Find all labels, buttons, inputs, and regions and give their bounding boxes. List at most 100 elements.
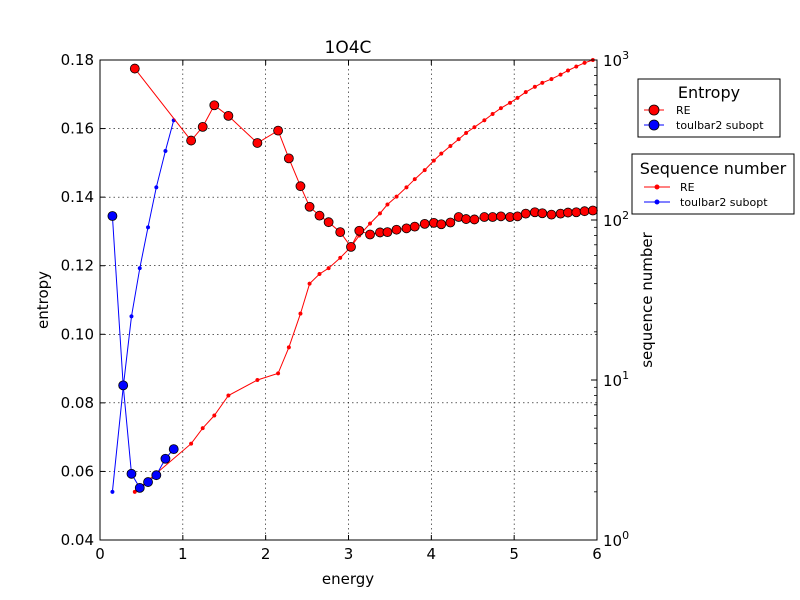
data-point-re-right bbox=[490, 111, 495, 117]
data-point-re-right bbox=[565, 68, 571, 73]
data-point-re-left bbox=[335, 227, 346, 238]
data-point-re-left bbox=[129, 63, 140, 74]
data-point-re-right bbox=[385, 202, 390, 207]
x-axis-label: energy bbox=[322, 570, 374, 588]
x-tick-label: 5 bbox=[509, 545, 519, 563]
data-point-re-left bbox=[283, 153, 294, 164]
data-point-re-right bbox=[298, 311, 303, 316]
y2-axis-ticks: 100 101 102 103 bbox=[591, 49, 629, 550]
data-point-re-right bbox=[200, 426, 205, 431]
data-point-re-right bbox=[326, 266, 331, 271]
legend-sequence-box bbox=[631, 153, 795, 215]
data-point-re-left bbox=[571, 207, 582, 218]
data-point-re-left bbox=[304, 201, 315, 212]
y-tick-label: 0.08 bbox=[61, 394, 94, 412]
data-point-re-left bbox=[365, 229, 375, 240]
data-point-re-left bbox=[401, 223, 412, 234]
data-point-re-right bbox=[307, 281, 312, 286]
data-point-re-right bbox=[404, 185, 409, 190]
data-point-re-right bbox=[456, 137, 461, 142]
data-point-re-left bbox=[197, 121, 208, 132]
x-tick-label: 1 bbox=[178, 545, 188, 563]
y2-tick-label: 101 bbox=[603, 369, 629, 390]
y2-tick-label: 102 bbox=[603, 209, 629, 230]
grid-lines bbox=[100, 60, 597, 540]
data-point-re-right bbox=[286, 345, 291, 350]
data-point-re-left bbox=[323, 217, 334, 228]
data-point-re-left bbox=[314, 210, 325, 221]
y-tick-label: 0.06 bbox=[61, 462, 94, 480]
data-point-re-left bbox=[496, 211, 506, 222]
data-point-re-right bbox=[515, 95, 520, 100]
data-point-re-right bbox=[540, 80, 545, 85]
x-tick-label: 6 bbox=[592, 545, 602, 563]
series-line-re-left bbox=[134, 68, 593, 248]
data-point-re-right bbox=[439, 151, 444, 156]
data-point-re-right bbox=[448, 143, 453, 149]
data-point-toulbar2-subopt-right bbox=[154, 185, 159, 190]
data-point-re-right bbox=[574, 64, 579, 69]
legend-entropy-toulbar-label: toulbar2 subopt bbox=[676, 119, 764, 132]
y-tick-label: 0.14 bbox=[61, 188, 94, 206]
data-point-re-right bbox=[367, 221, 373, 226]
data-point-re-left bbox=[579, 206, 590, 217]
data-point-toulbar2-subopt-right bbox=[110, 489, 115, 494]
data-point-re-left bbox=[587, 205, 598, 216]
y-tick-label: 0.10 bbox=[61, 325, 94, 343]
y2-axis-label: sequence number bbox=[638, 231, 656, 367]
data-point-toulbar2-subopt-left bbox=[126, 468, 137, 479]
y-axis-ticks: 0.04 0.06 0.08 0.10 0.12 0.14 0.16 0.18 bbox=[61, 51, 105, 549]
legend-sequence-title: Sequence number bbox=[640, 159, 787, 178]
chart-title: 1O4C bbox=[325, 38, 372, 58]
legend-sequence-re-marker bbox=[654, 184, 660, 190]
y-tick-label: 0.04 bbox=[61, 531, 94, 549]
data-point-re-left bbox=[520, 208, 531, 219]
y2-tick-label: 103 bbox=[603, 49, 629, 70]
legend-entropy-box bbox=[637, 78, 781, 138]
legend-entropy-toulbar-marker bbox=[648, 119, 660, 131]
x-tick-label: 2 bbox=[261, 545, 271, 563]
data-point-re-right bbox=[523, 90, 528, 95]
data-point-re-left bbox=[487, 212, 498, 222]
y-axis-label: entropy bbox=[34, 271, 52, 329]
legend-entropy-re-marker bbox=[648, 104, 660, 116]
x-axis-ticks: 0 1 2 3 4 5 6 bbox=[95, 60, 602, 563]
legend-sequence-re-label: RE bbox=[680, 181, 695, 194]
data-point-re-right bbox=[472, 125, 477, 130]
data-point-re-left bbox=[546, 209, 557, 220]
data-point-toulbar2-subopt-left bbox=[151, 470, 162, 481]
data-point-toulbar2-subopt-right bbox=[129, 314, 134, 319]
data-point-re-right bbox=[549, 77, 554, 82]
data-point-re-left bbox=[186, 135, 197, 146]
data-point-re-left bbox=[445, 217, 456, 228]
data-point-re-right bbox=[498, 106, 503, 111]
data-point-re-left bbox=[354, 225, 365, 236]
data-point-re-right bbox=[558, 72, 563, 77]
legend-sequence: Sequence number RE toulbar2 subopt bbox=[631, 153, 795, 215]
data-point-re-left bbox=[252, 138, 263, 148]
data-point-re-right bbox=[582, 60, 587, 65]
x-tick-label: 0 bbox=[95, 545, 105, 563]
data-point-re-left bbox=[436, 219, 447, 230]
x-tick-label: 3 bbox=[344, 545, 354, 563]
data-point-re-left bbox=[209, 100, 220, 111]
data-point-re-left bbox=[409, 221, 420, 232]
data-point-re-left bbox=[382, 227, 393, 238]
data-point-re-left bbox=[419, 218, 430, 229]
legend-sequence-toulbar-marker bbox=[654, 199, 660, 205]
data-point-toulbar2-subopt-left bbox=[107, 211, 118, 221]
data-point-re-right bbox=[507, 100, 513, 105]
legend-entropy-title: Entropy bbox=[678, 83, 740, 102]
data-point-toulbar2-subopt-left bbox=[168, 444, 179, 455]
data-point-toulbar2-subopt-left bbox=[134, 482, 145, 493]
data-point-re-right bbox=[212, 413, 217, 418]
data-point-re-right bbox=[532, 84, 537, 89]
legend-sequence-toulbar-label: toulbar2 subopt bbox=[680, 196, 768, 209]
data-point-re-left bbox=[479, 212, 490, 222]
data-point-re-left bbox=[223, 110, 234, 121]
series-layer bbox=[107, 57, 598, 494]
data-point-re-left bbox=[469, 214, 480, 225]
data-point-re-left bbox=[512, 211, 523, 222]
data-point-re-right bbox=[422, 168, 427, 173]
